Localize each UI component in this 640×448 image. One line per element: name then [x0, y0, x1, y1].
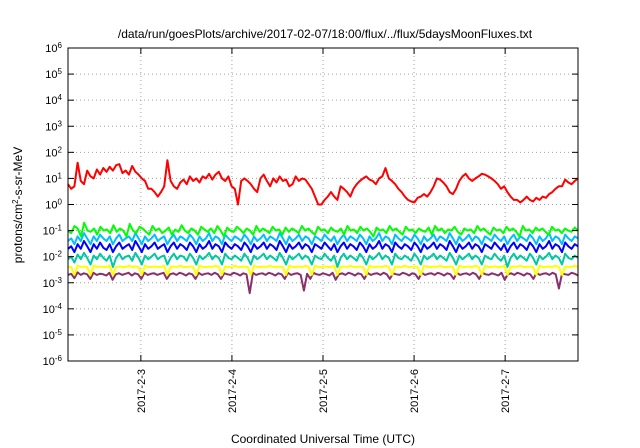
y-tick-label: 10-4: [43, 301, 63, 316]
y-tick-label: 10-6: [43, 354, 63, 369]
y-tick-exponent: -6: [55, 354, 63, 363]
y-tick-base: 10: [43, 226, 55, 238]
x-tick-label: 2017-2-7: [500, 369, 512, 413]
series-line: [67, 251, 579, 268]
y-tick-base: 10: [45, 43, 57, 55]
y-tick-base: 10: [45, 121, 57, 133]
y-tick-exponent: -2: [55, 249, 63, 258]
y-tick-exponent: -3: [55, 275, 63, 284]
chart-title: /data/run/goesPlots/archive/2017-02-07/1…: [118, 27, 533, 41]
y-tick-exponent: -1: [55, 223, 63, 232]
y-axis-label-superscript: 2: [11, 199, 20, 204]
y-tick-base: 10: [45, 95, 57, 107]
x-tick-labels: 2017-2-3 2017-2-4 2017-2-5 2017-2-6 2017-2-7: [136, 369, 512, 413]
y-tick-base: 10: [43, 278, 55, 290]
y-tick-base: 10: [45, 173, 57, 185]
y-tick-label: 100: [45, 197, 62, 212]
y-tick-base: 10: [43, 330, 55, 342]
y-tick-label: 106: [45, 41, 62, 56]
y-tick-base: 10: [45, 147, 57, 159]
y-tick-label: 105: [45, 67, 62, 82]
y-tick-exponent: -5: [55, 327, 63, 336]
y-tick-exponent: 6: [58, 41, 63, 50]
y-tick-labels: 10-610-510-410-310-210-11001011021031041…: [43, 41, 63, 369]
y-tick-label: 10-1: [43, 223, 63, 238]
y-axis-label: protons/cm2-s-sr-MeV: [11, 147, 26, 263]
grid-lines: [68, 48, 578, 361]
y-tick-base: 10: [45, 200, 57, 212]
y-tick-base: 10: [43, 304, 55, 316]
y-tick-exponent: 0: [58, 197, 63, 206]
x-tick-label: 2017-2-4: [227, 369, 239, 413]
y-tick-label: 10-3: [43, 275, 63, 290]
y-tick-base: 10: [43, 252, 55, 264]
y-tick-base: 10: [43, 356, 55, 368]
series-line: [67, 232, 579, 246]
y-tick-label: 10-5: [43, 327, 63, 342]
series-line: [67, 271, 579, 295]
series-line: [67, 159, 579, 206]
y-tick-exponent: 2: [58, 145, 63, 154]
series-layer: [67, 159, 579, 295]
y-tick-exponent: 4: [58, 93, 63, 102]
y-tick-exponent: -4: [55, 301, 63, 310]
y-axis-label-prefix: protons/cm: [11, 204, 25, 263]
x-tick-label: 2017-2-3: [136, 369, 148, 413]
y-tick-label: 103: [45, 119, 62, 134]
x-axis-label: Coordinated Universal Time (UTC): [231, 432, 415, 446]
x-tick-label: 2017-2-6: [409, 369, 421, 413]
y-tick-exponent: 5: [58, 67, 63, 76]
y-tick-exponent: 1: [58, 171, 63, 180]
x-tick-label: 2017-2-5: [318, 369, 330, 413]
series-line: [67, 221, 579, 238]
y-tick-label: 10-2: [43, 249, 63, 264]
y-tick-base: 10: [45, 69, 57, 81]
y-tick-label: 102: [45, 145, 62, 160]
series-line: [68, 264, 579, 276]
y-tick-exponent: 3: [58, 119, 63, 128]
axis-ticks: [68, 47, 578, 362]
y-tick-label: 101: [45, 171, 62, 186]
y-tick-label: 104: [45, 93, 62, 108]
y-axis-label-suffix: -s-sr-MeV: [11, 147, 25, 200]
series-line: [67, 240, 579, 254]
